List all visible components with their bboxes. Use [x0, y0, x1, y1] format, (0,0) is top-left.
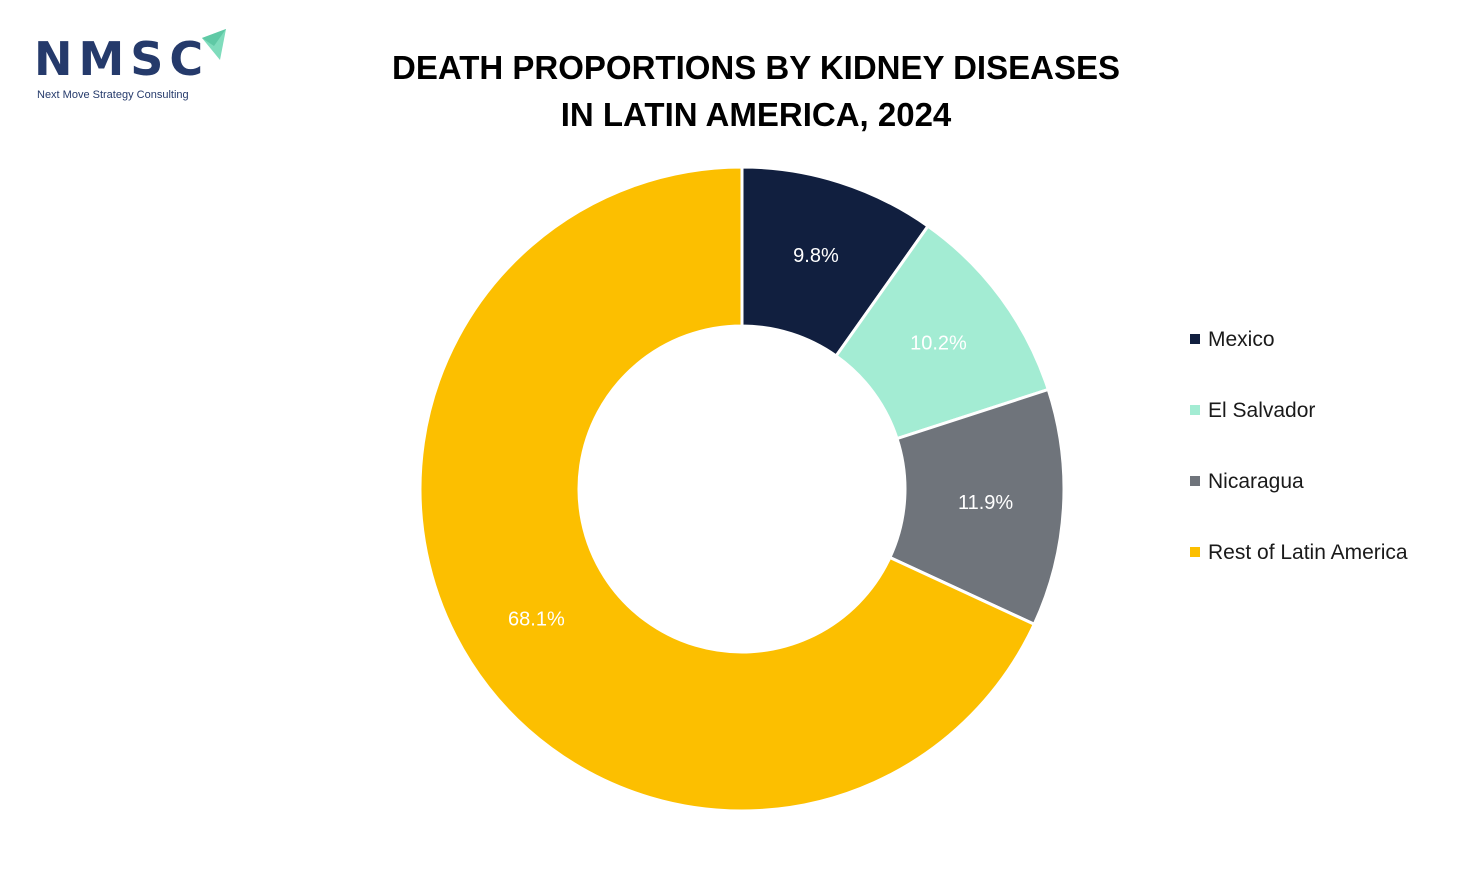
legend-item-rest-of-latin-america: Rest of Latin America: [1190, 537, 1408, 568]
legend-label-nicaragua: Nicaragua: [1208, 470, 1304, 493]
legend-item-mexico: Mexico: [1190, 324, 1408, 355]
legend-swatch-rest-of-latin-america: [1190, 547, 1200, 557]
legend-swatch-el-salvador: [1190, 405, 1200, 415]
data-label-mexico: 9.8%: [793, 245, 839, 267]
paper-plane-icon: [202, 29, 226, 60]
nmsc-logo: NMSC Next Move Strategy Consulting: [34, 26, 234, 106]
chart-legend: Mexico El Salvador Nicaragua Rest of Lat…: [1190, 324, 1408, 608]
legend-label-mexico: Mexico: [1208, 328, 1275, 351]
chart-title-line-2: IN LATIN AMERICA, 2024: [560, 96, 952, 133]
data-label-nicaragua: 11.9%: [958, 492, 1013, 514]
slice-rest-of-latin-america: [418, 165, 1037, 813]
slice-nicaragua: [887, 387, 1066, 627]
legend-swatch-mexico: [1190, 334, 1200, 344]
legend-item-el-salvador: El Salvador: [1190, 395, 1408, 426]
logo-tagline: Next Move Strategy Consulting: [37, 89, 189, 101]
legend-label-rest-of-latin-america: Rest of Latin America: [1208, 541, 1408, 564]
data-label-rest-of-latin-america: 68.1%: [508, 609, 565, 631]
data-label-el-salvador: 10.2%: [910, 333, 967, 355]
logo-wordmark: NMSC: [34, 32, 210, 86]
chart-title: DEATH PROPORTIONS BY KIDNEY DISEASES IN …: [0, 44, 1467, 138]
legend-label-el-salvador: El Salvador: [1208, 399, 1316, 422]
legend-swatch-nicaragua: [1190, 476, 1200, 486]
legend-item-nicaragua: Nicaragua: [1190, 466, 1408, 497]
chart-title-line-1: DEATH PROPORTIONS BY KIDNEY DISEASES: [392, 49, 1120, 86]
